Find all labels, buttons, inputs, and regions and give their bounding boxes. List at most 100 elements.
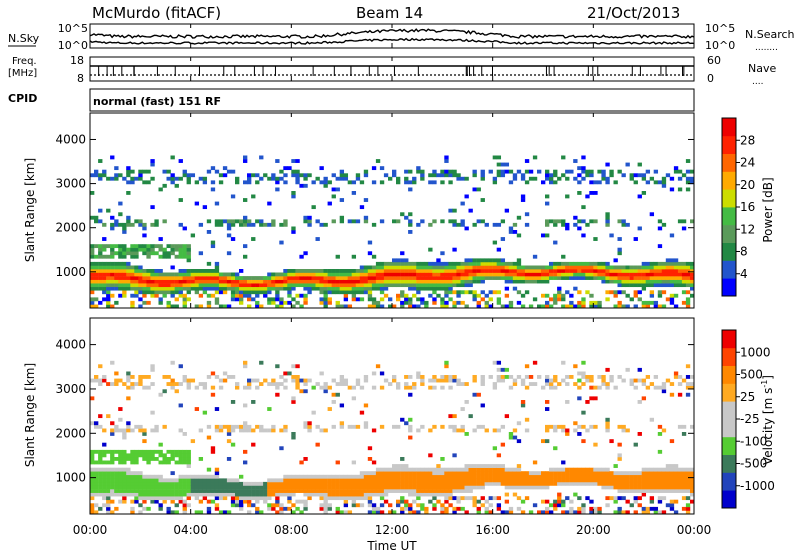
power-cell [625,272,630,277]
power-cell [653,279,659,284]
power-cell [122,230,127,234]
velocity-cell [565,471,570,476]
power-cell [226,283,232,288]
power-cell [665,265,671,270]
power-cell [690,272,695,277]
velocity-cell [247,424,252,429]
power-cell [235,180,240,185]
velocity-cell [637,489,642,493]
velocity-cell [488,375,493,379]
power-cell [319,272,324,277]
power-cell [319,166,324,171]
velocity-cell [114,467,119,472]
power-cell [681,290,687,295]
power-cell [468,279,473,284]
velocity-cell [681,474,687,479]
velocity-cell [118,378,123,383]
power-cell [150,205,155,210]
power-cell [661,176,667,181]
power-cell [609,173,614,178]
velocity-cell [182,432,187,436]
power-cell [182,304,187,309]
power-cell [118,283,123,288]
velocity-cell [492,474,498,479]
power-cell [142,226,147,231]
power-cell [472,169,477,174]
velocity-cell [492,481,498,486]
velocity-cell [669,464,675,468]
power-cell [400,265,405,270]
velocity-cell [657,467,663,472]
power-cell [581,297,586,302]
power-cell [440,173,445,178]
velocity-cell [553,471,558,476]
velocity-cell [504,478,510,483]
power-cell [267,286,272,291]
power-cell [186,272,191,277]
velocity-cell [468,481,473,486]
velocity-cell [641,396,647,401]
power-cell [641,283,647,288]
velocity-cell [210,489,216,493]
power-cell [315,272,320,277]
power-cell [452,261,457,266]
velocity-cell [412,481,417,486]
velocity-cell [645,485,651,490]
power-cell [553,240,558,245]
power-cell [456,222,461,227]
power-cell [496,300,502,305]
velocity-cell [198,428,204,433]
velocity-cell [303,485,308,490]
power-cell [106,176,111,181]
power-cell [440,180,445,185]
power-cell [452,173,457,178]
power-cell [375,279,381,284]
power-cell [186,269,191,273]
velocity-cell [106,506,111,511]
velocity-cell [339,489,345,493]
power-cell [122,222,127,227]
station-title: McMurdo (fitACF) [92,4,221,22]
velocity-cell [508,375,514,379]
velocity-cell [597,510,602,515]
velocity-cell [226,457,232,461]
velocity-cell [484,467,489,472]
power-cell [130,244,135,249]
power-cell [186,176,191,181]
velocity-cell [561,478,566,483]
power-cell [633,272,638,277]
velocity-cell [375,492,381,497]
velocity-cell [303,481,308,486]
velocity-cell [359,503,365,508]
velocity-cell [524,471,530,476]
power-cell [532,254,538,259]
power-cell [327,297,332,302]
velocity-cell [444,364,449,369]
power-cell [516,169,522,174]
velocity-cell [669,478,675,483]
power-cell [335,304,340,309]
velocity-cell [142,478,147,483]
power-cell [138,304,143,309]
power-cell [605,212,610,217]
velocity-cell [114,492,119,497]
velocity-cell [408,428,413,433]
velocity-cell [585,428,590,433]
velocity-cell [355,474,361,479]
velocity-cell [367,471,373,476]
velocity-cell [665,474,671,479]
velocity-cell [251,492,256,497]
power-cell [476,276,481,280]
velocity-cell [130,453,135,458]
velocity-cell [174,481,179,486]
power-cell [512,176,518,181]
velocity-cell [460,407,465,411]
power-cell [665,283,671,288]
velocity-cell [585,400,590,404]
velocity-cell [553,378,558,383]
velocity-cell [561,503,566,508]
velocity-cell [255,492,260,497]
x-tick-label: 00:00 [73,523,108,537]
velocity-cell [448,414,453,419]
velocity-cell [271,424,276,429]
